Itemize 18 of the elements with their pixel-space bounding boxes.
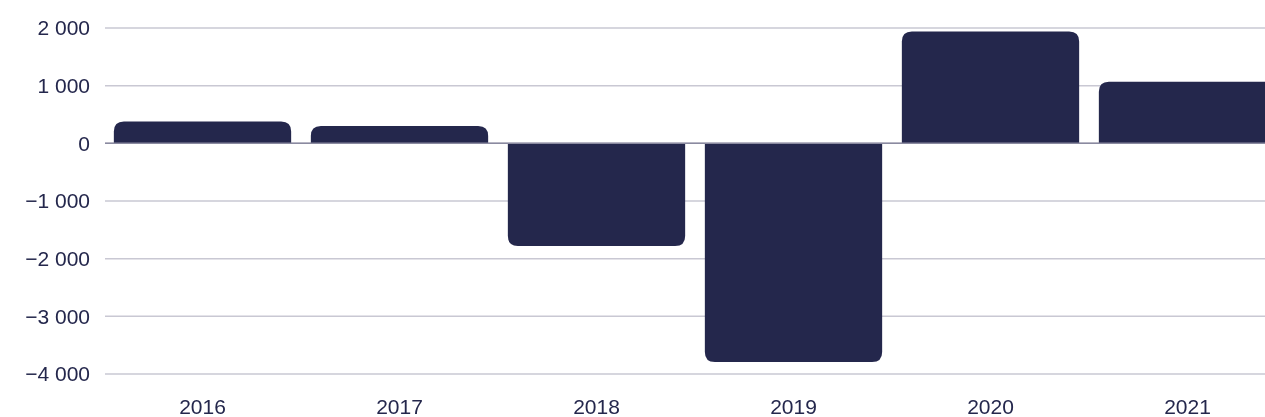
bar (704, 143, 883, 362)
x-tick-label: 2017 (376, 395, 423, 417)
x-tick-label: 2019 (770, 395, 817, 417)
y-tick-label: 2 000 (37, 16, 90, 40)
x-tick-label: 2018 (573, 395, 620, 417)
bar (507, 143, 686, 246)
y-tick-label: −2 000 (25, 247, 90, 271)
y-tick-label: −4 000 (25, 362, 90, 386)
y-tick-label: 1 000 (37, 74, 90, 98)
y-tick-label: −1 000 (25, 189, 90, 213)
x-tick-label: 2020 (967, 395, 1014, 417)
bar (113, 121, 292, 144)
bar (901, 31, 1080, 144)
x-tick-label: 2016 (179, 395, 226, 417)
bar (310, 126, 489, 144)
y-tick-label: 0 (78, 131, 90, 155)
x-tick-label: 2021 (1164, 395, 1211, 417)
y-tick-label: −3 000 (25, 304, 90, 328)
